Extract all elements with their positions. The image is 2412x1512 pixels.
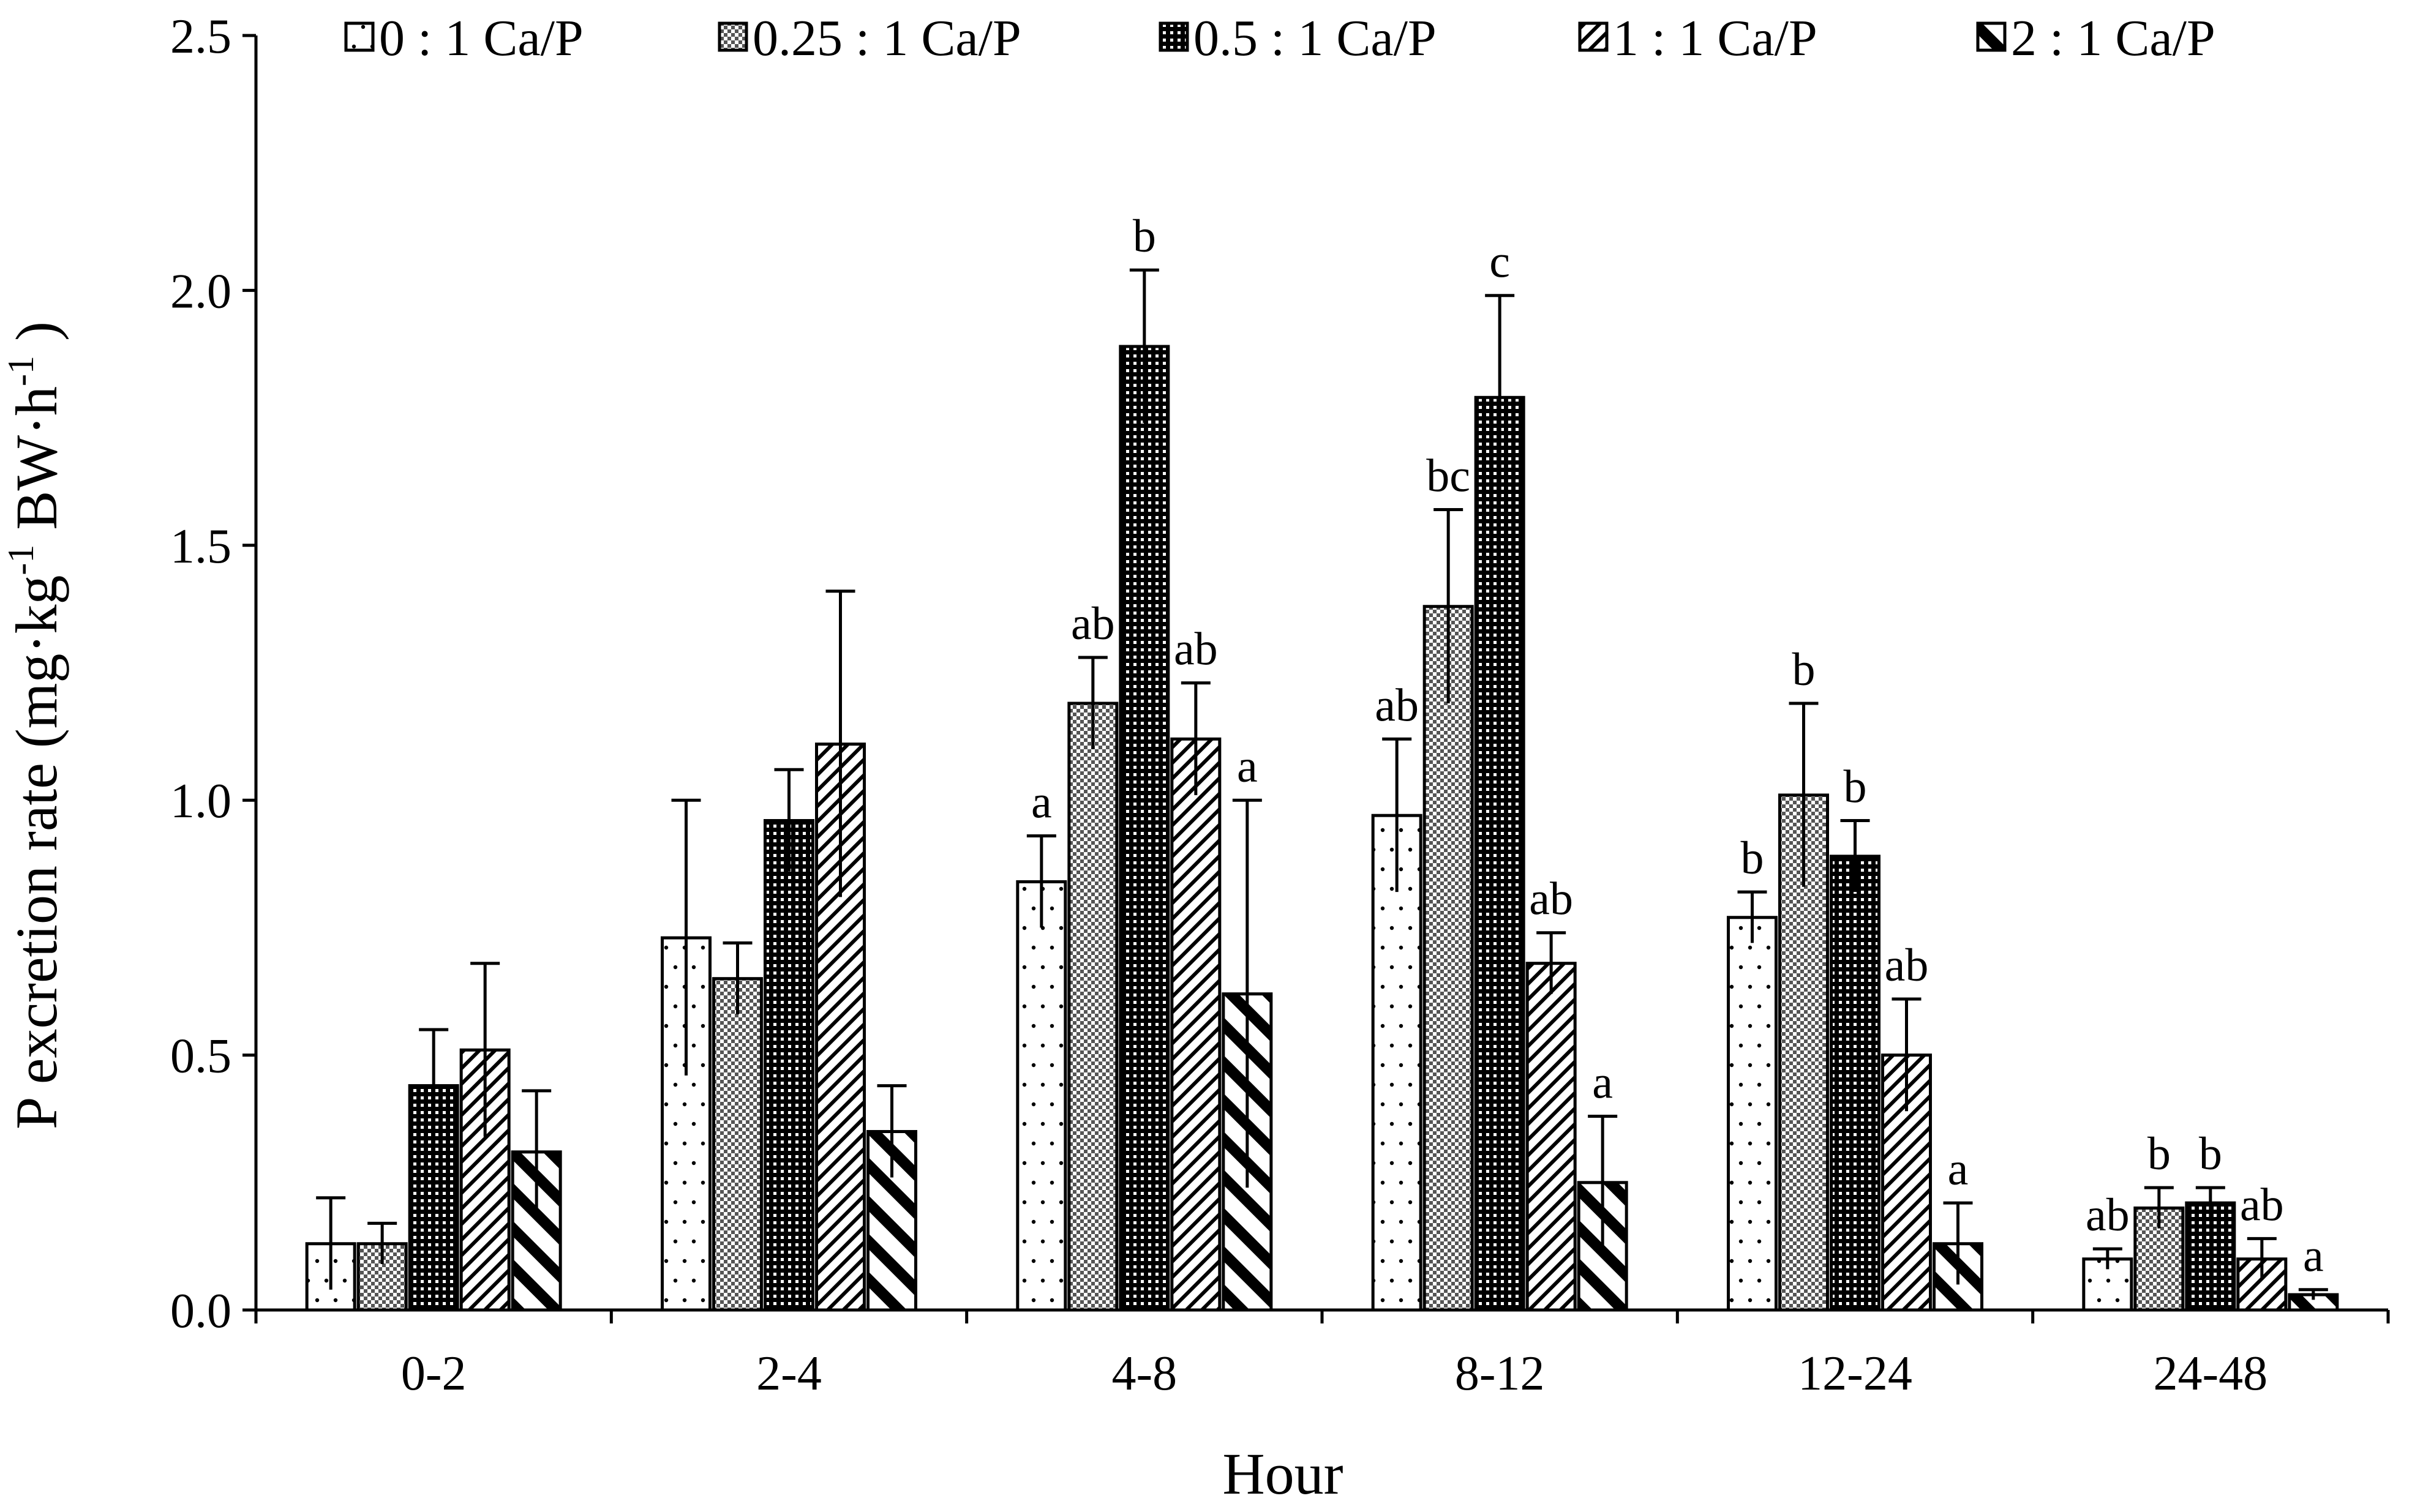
bar [1016,880,1067,1312]
significance-label: ab [1529,874,1573,925]
y-axis-title-part: ) [4,321,69,356]
y-axis-title-part: P excretion rate (mg·kg [4,575,69,1129]
significance-label: b [1844,762,1867,813]
bar [764,819,814,1312]
significance-label: b [2199,1128,2222,1180]
y-tick-label: 1.0 [170,774,231,828]
y-tick-label: 2.0 [170,264,231,318]
x-axis-title: Hour [1222,1441,1343,1506]
legend-swatch [718,21,748,52]
y-axis-title: P excretion rate (mg·kg-1 BW·h-1 ) [1,321,69,1129]
bar [1170,737,1222,1312]
bar [1525,962,1577,1312]
significance-label: a [1948,1143,1969,1195]
x-tick-label: 24-48 [2154,1347,2268,1401]
y-tick-label: 1.5 [170,520,231,574]
bar [1881,1054,1932,1312]
legend-swatch [1578,21,1609,52]
significance-label: ab [1174,624,1218,675]
significance-label: a [1237,741,1258,792]
significance-label: b [1741,833,1764,884]
legend: 0 : 1 Ca/P 0.25 : 1 Ca/P 0.5 : 1 Ca/P 1 : 1… [344,10,2215,67]
significance-label: a [2303,1230,2324,1282]
significance-label: ab [2240,1179,2284,1230]
bar [2185,1201,2236,1312]
bar [1371,814,1422,1312]
bar [1422,605,1474,1312]
significance-label: ab [1071,598,1115,649]
y-axis-title-part: BW·h [4,386,69,545]
significance-label: a [1592,1057,1613,1109]
x-tick-label: 2-4 [756,1347,822,1401]
legend-label: 2 : 1 Ca/P [2011,10,2215,67]
x-tick-label: 12-24 [1798,1347,1912,1401]
x-tick-label: 4-8 [1112,1347,1178,1401]
y-tick-label: 0.5 [170,1030,231,1083]
significance-label: bc [1426,451,1470,502]
legend-swatch [1976,21,2007,52]
y-axis-title-part: -1 [1,356,41,386]
bar [1119,345,1170,1312]
bar [712,977,763,1312]
significance-label: ab [1885,940,1929,991]
legend-label: 1 : 1 Ca/P [1613,10,1817,67]
y-axis-title-part: -1 [1,545,41,575]
significance-label: b [1792,644,1816,695]
significance-label: b [2147,1128,2171,1180]
y-tick-label: 0.0 [170,1284,231,1338]
x-tick-label: 8-12 [1455,1347,1545,1401]
bar [1067,702,1119,1312]
significance-label: a [1031,776,1052,828]
y-tick-label: 2.5 [170,10,231,64]
x-tick-label: 0-2 [401,1347,467,1401]
significance-label: b [1133,211,1156,262]
axes: 0.0 0.5 1.0 1.5 2.0 2.5 0-2 2-4 4-8 8-12 12-24 24-4… [170,10,2390,1401]
legend-swatch [1159,21,1189,52]
legend-label: 0 : 1 Ca/P [379,10,584,67]
significance-label: c [1489,236,1510,288]
bar [1474,395,1525,1312]
bar [1830,855,1880,1312]
bar [1727,916,1778,1312]
significance-label: ab [2086,1189,2130,1241]
legend-label: 0.25 : 1 Ca/P [753,10,1021,67]
significance-label: ab [1375,679,1419,731]
legend-label: 0.5 : 1 Ca/P [1193,10,1437,67]
legend-swatch [344,21,375,52]
